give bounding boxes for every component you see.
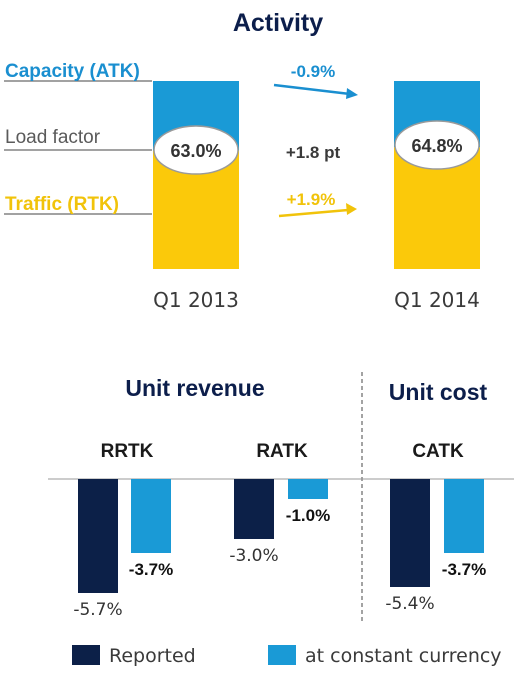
value-label-constant-rrtk: -3.7% — [129, 560, 173, 579]
bar-constant-ratk — [288, 479, 328, 499]
traffic-change-value: +1.9% — [287, 190, 336, 209]
load-factor-value-q1-2013: 63.0% — [170, 141, 221, 161]
load-factor-ellipse-q1-2013 — [153, 125, 239, 175]
capacity-change-arrowhead — [346, 88, 358, 99]
value-label-reported-catk: -5.4% — [385, 594, 434, 614]
capacity-change-value: -0.9% — [291, 62, 335, 81]
legend-swatch-reported — [72, 645, 100, 665]
load-factor-label: Load factor — [5, 127, 101, 148]
value-label-reported-rrtk: -5.7% — [73, 600, 122, 620]
activity-title: Activity — [233, 9, 323, 37]
capacity-change-arrow — [273, 83, 351, 96]
bar-reported-catk — [390, 479, 430, 587]
load-factor-ellipse-q1-2014 — [394, 120, 480, 170]
traffic-change-arrowhead — [346, 203, 357, 215]
unit-cost-title: Unit cost — [389, 379, 488, 405]
category-label-q1-2013: Q1 2013 — [153, 288, 239, 312]
bar-reported-rrtk — [78, 479, 118, 593]
capacity-label: Capacity (ATK) — [5, 61, 140, 82]
legend-label-constant: at constant currency — [305, 645, 502, 667]
value-label-constant-catk: -3.7% — [442, 560, 486, 579]
category-header-rrtk: RRTK — [101, 441, 154, 462]
load-factor-value-q1-2014: 64.8% — [411, 136, 462, 156]
load-factor-change-value: +1.8 pt — [286, 143, 341, 162]
category-header-ratk: RATK — [256, 441, 308, 462]
category-label-q1-2014: Q1 2014 — [394, 288, 480, 312]
bar-reported-ratk — [234, 479, 274, 539]
unit-revenue-title: Unit revenue — [125, 375, 264, 401]
value-label-reported-ratk: -3.0% — [229, 546, 278, 566]
traffic-label: Traffic (RTK) — [5, 194, 119, 215]
legend-swatch-constant — [268, 645, 296, 665]
legend-label-reported: Reported — [109, 645, 196, 667]
bar-constant-catk — [444, 479, 484, 553]
unit-bars-group: -5.7% -3.7% -3.0% -1.0% -5.4% -3.7% — [73, 479, 486, 620]
value-label-constant-ratk: -1.0% — [286, 506, 330, 525]
category-header-catk: CATK — [412, 441, 464, 462]
bar-constant-rrtk — [131, 479, 171, 553]
traffic-change-arrow — [278, 208, 349, 218]
